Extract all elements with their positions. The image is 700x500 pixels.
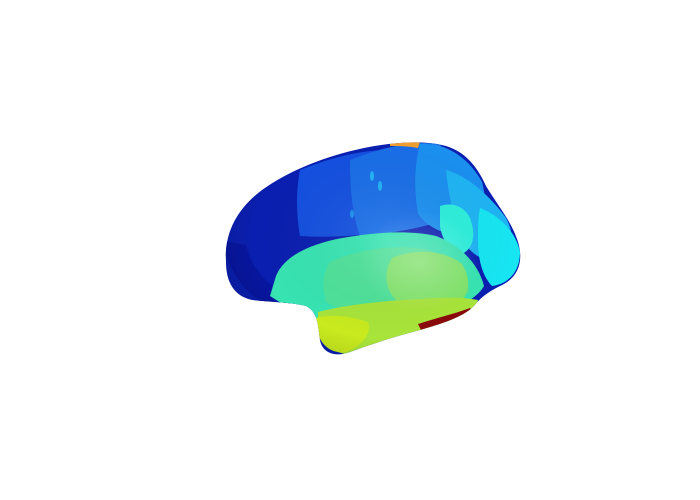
highlight-overlay <box>360 212 480 312</box>
